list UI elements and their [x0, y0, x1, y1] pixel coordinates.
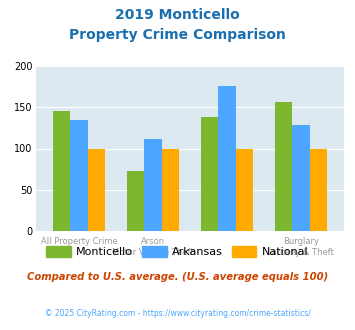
Legend: Monticello, Arkansas, National: Monticello, Arkansas, National: [42, 242, 313, 261]
Bar: [292, 124, 310, 231]
Bar: [127, 171, 144, 231]
Bar: [201, 117, 218, 231]
Bar: [144, 139, 162, 231]
Bar: [88, 148, 105, 231]
Bar: [70, 120, 88, 231]
Bar: [275, 102, 292, 231]
Bar: [310, 148, 327, 231]
Text: Compared to U.S. average. (U.S. average equals 100): Compared to U.S. average. (U.S. average …: [27, 272, 328, 282]
Bar: [162, 148, 179, 231]
Text: © 2025 CityRating.com - https://www.cityrating.com/crime-statistics/: © 2025 CityRating.com - https://www.city…: [45, 309, 310, 317]
Bar: [236, 148, 253, 231]
Text: Property Crime Comparison: Property Crime Comparison: [69, 28, 286, 42]
Bar: [218, 86, 236, 231]
Text: 2019 Monticello: 2019 Monticello: [115, 8, 240, 22]
Bar: [53, 111, 70, 231]
